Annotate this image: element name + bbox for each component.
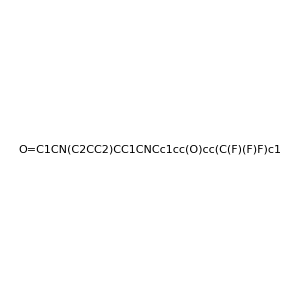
- Text: O=C1CN(C2CC2)CC1CNCc1cc(O)cc(C(F)(F)F)c1: O=C1CN(C2CC2)CC1CNCc1cc(O)cc(C(F)(F)F)c1: [19, 145, 281, 155]
